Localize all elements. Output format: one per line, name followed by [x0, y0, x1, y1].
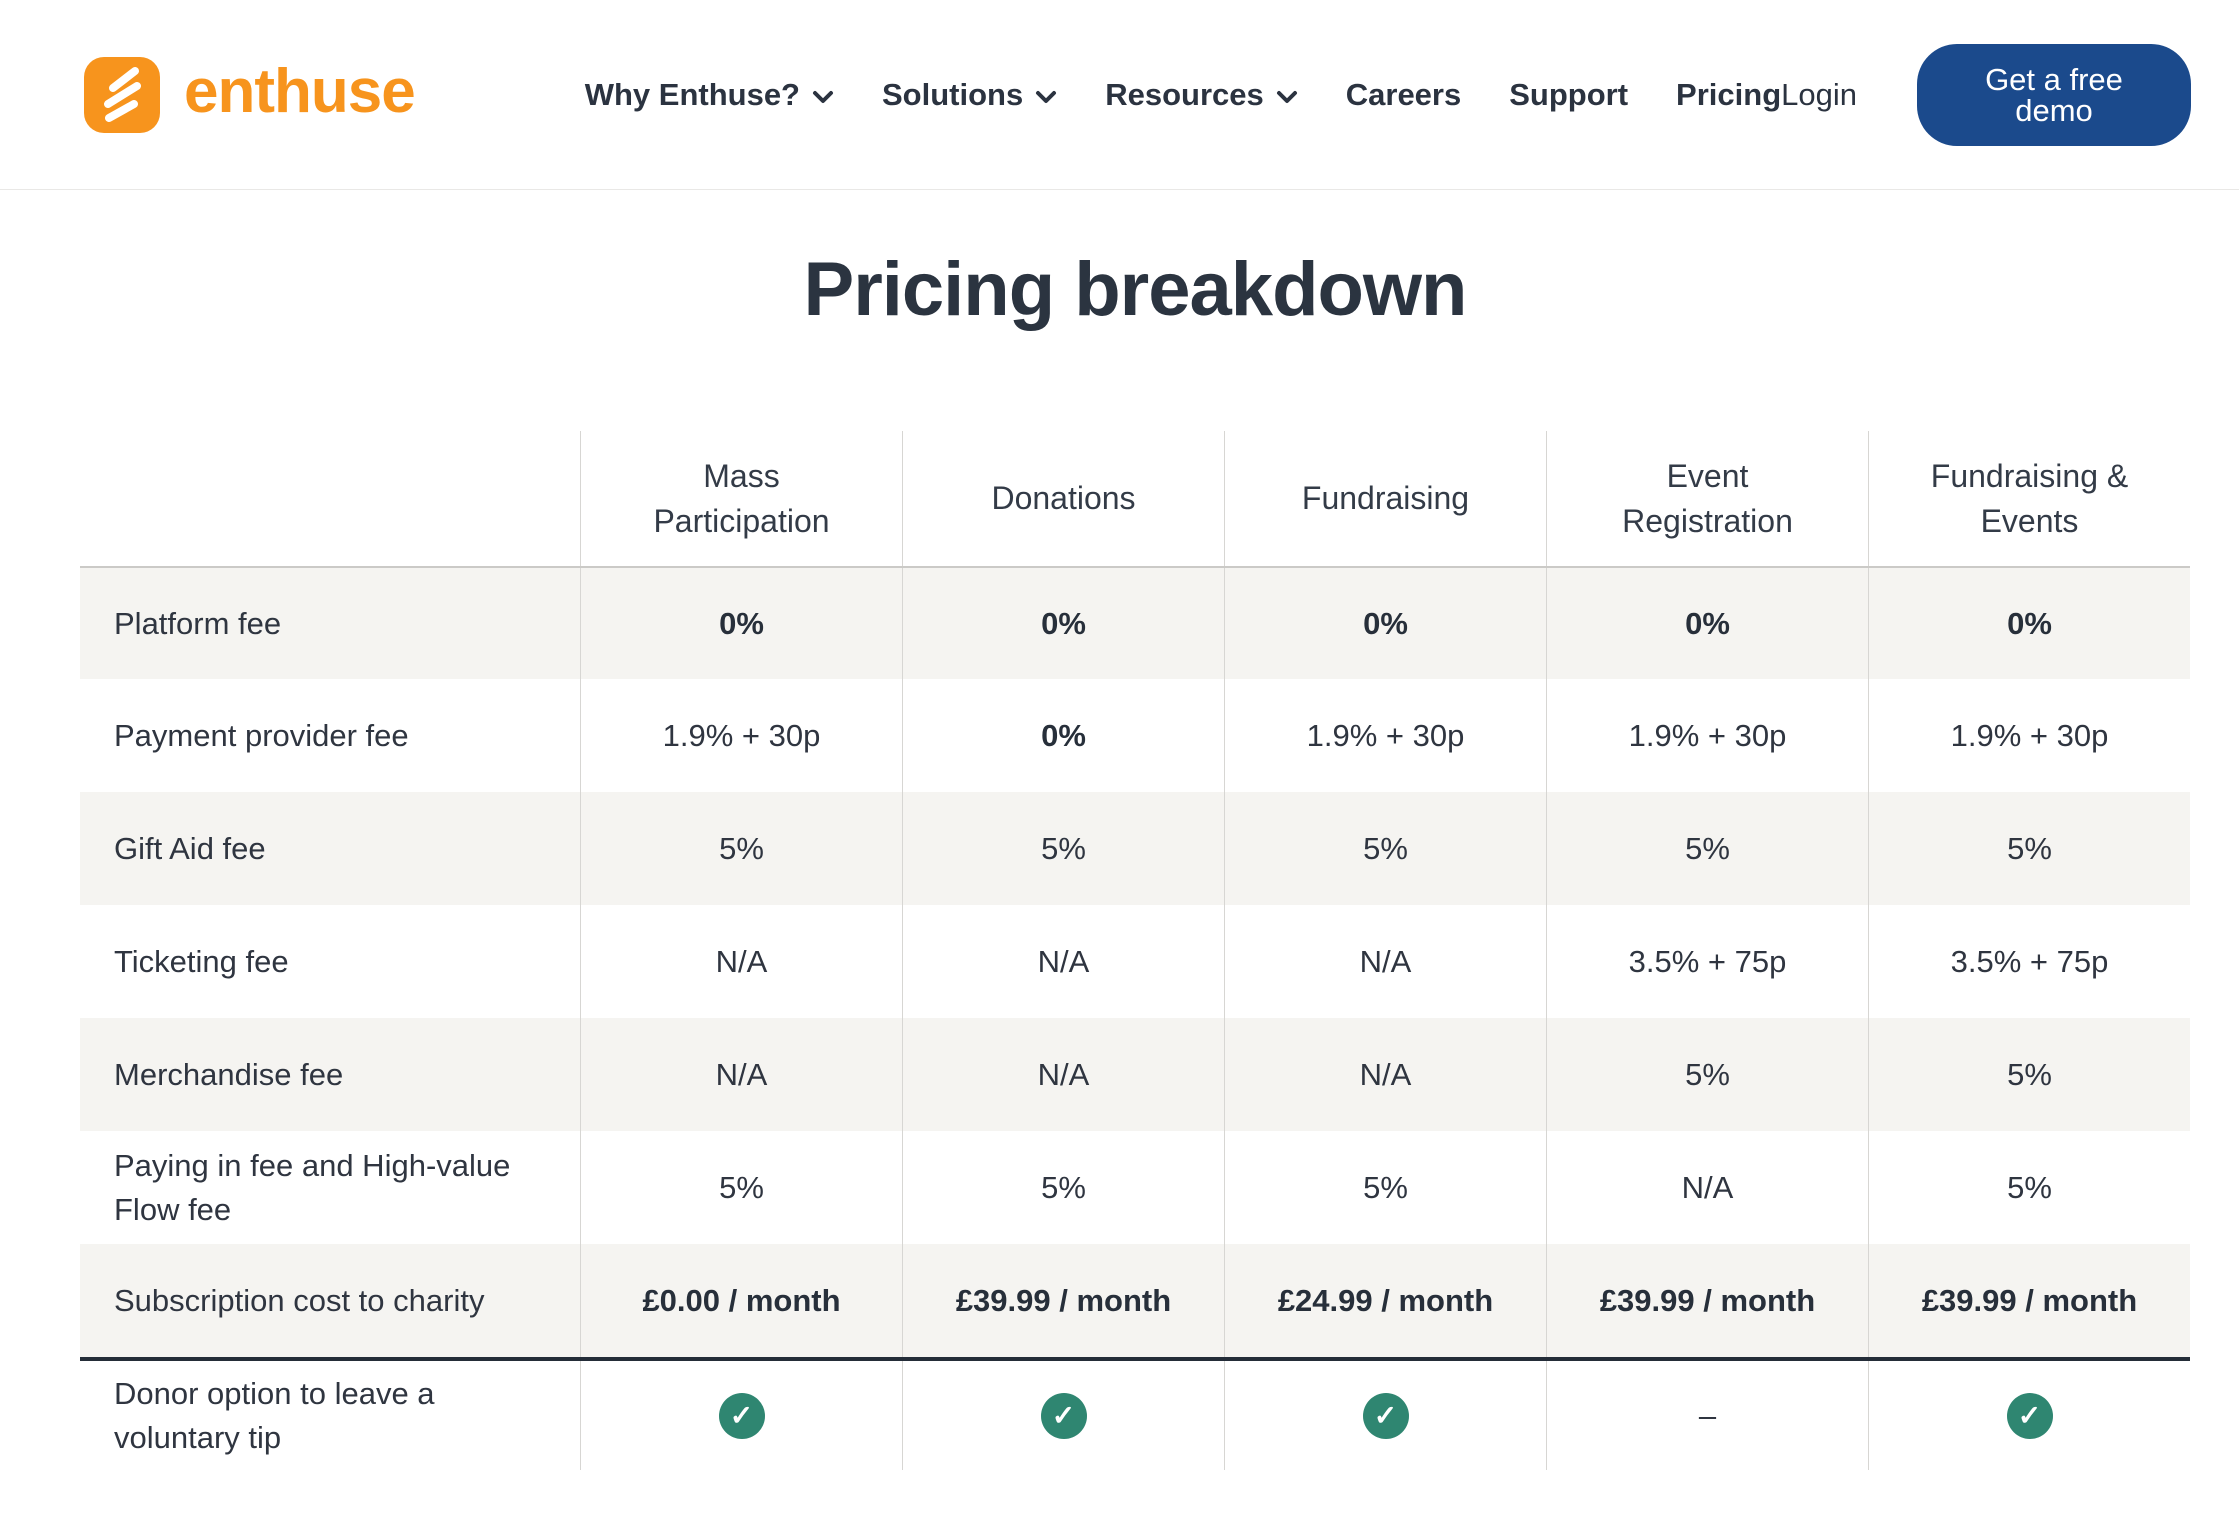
get-free-demo-button[interactable]: Get a free demo — [1917, 43, 2191, 146]
table-cell: £39.99 / month — [1868, 1244, 2190, 1357]
table-cell: ✓ — [1868, 1361, 2190, 1470]
table-row-payment-provider-fee: Payment provider fee 1.9% + 30p 0% 1.9% … — [80, 679, 2190, 792]
table-row-voluntary-tip: Donor option to leave a voluntary tip ✓ … — [80, 1357, 2190, 1470]
chevron-down-icon — [813, 90, 833, 103]
table-cell: £39.99 / month — [1546, 1244, 1868, 1357]
table-cell: 3.5% + 75p — [1868, 905, 2190, 1018]
row-label: Merchandise fee — [80, 1018, 580, 1131]
column-header-donations: Donations — [902, 431, 1224, 566]
table-cell: 0% — [902, 568, 1224, 679]
table-cell: 0% — [902, 679, 1224, 792]
table-cell: – — [1546, 1361, 1868, 1470]
nav-item-why-enthuse[interactable]: Why Enthuse? — [585, 77, 834, 113]
check-icon: ✓ — [1362, 1392, 1409, 1439]
column-header-fundraising: Fundraising — [1224, 431, 1546, 566]
table-cell: 3.5% + 75p — [1546, 905, 1868, 1018]
row-label: Payment provider fee — [114, 717, 409, 753]
table-cell: 5% — [1868, 792, 2190, 905]
table-cell: £24.99 / month — [1224, 1244, 1546, 1357]
table-cell: 0% — [1868, 568, 2190, 679]
logo-wordmark: enthuse — [184, 56, 416, 126]
table-cell: 5% — [1224, 792, 1546, 905]
chevron-down-icon — [1276, 90, 1297, 103]
column-header-mass-participation: Mass Participation — [580, 431, 902, 566]
enthuse-logo-icon — [84, 56, 160, 133]
row-label: Paying in fee and High-value Flow fee — [114, 1148, 511, 1227]
table-cell: 5% — [1224, 1131, 1546, 1244]
table-header-row: Mass Participation Donations Fundraising… — [80, 431, 2190, 566]
table-cell: 5% — [1868, 1131, 2190, 1244]
table-cell: 1.9% + 30p — [1546, 679, 1868, 792]
table-cell: 5% — [1546, 1018, 1868, 1131]
table-cell: 5% — [902, 1131, 1224, 1244]
table-row-gift-aid-fee: Gift Aid fee 5% 5% 5% 5% 5% — [80, 792, 2190, 905]
table-cell: N/A — [580, 905, 902, 1018]
table-cell: N/A — [902, 1018, 1224, 1131]
table-cell: 0% — [1224, 568, 1546, 679]
header-actions: Login Get a free demo — [1781, 43, 2191, 146]
main-nav: Why Enthuse? Solutions Resources Careers… — [585, 77, 1781, 113]
table-cell: ✓ — [580, 1361, 902, 1470]
row-label: Platform fee — [80, 568, 580, 679]
table-cell: 0% — [1546, 568, 1868, 679]
nav-item-careers[interactable]: Careers — [1345, 76, 1462, 112]
site-header: enthuse Why Enthuse? Solutions Resources… — [0, 0, 2239, 190]
table-row-ticketing-fee: Ticketing fee N/A N/A N/A 3.5% + 75p 3.5… — [80, 905, 2190, 1018]
table-cell: 5% — [580, 792, 902, 905]
column-header-event-registration: Event Registration — [1546, 431, 1868, 566]
nav-item-solutions[interactable]: Solutions — [882, 77, 1057, 113]
row-label: Donor option to leave a voluntary tip — [114, 1376, 435, 1455]
table-row-paying-in-fee: Paying in fee and High-value Flow fee 5%… — [80, 1131, 2190, 1244]
table-cell: N/A — [580, 1018, 902, 1131]
table-cell: 0% — [580, 568, 902, 679]
nav-item-resources[interactable]: Resources — [1105, 77, 1298, 113]
table-cell: N/A — [1224, 905, 1546, 1018]
table-row-merchandise-fee: Merchandise fee N/A N/A N/A 5% 5% — [80, 1018, 2190, 1131]
row-label: Ticketing fee — [114, 943, 289, 979]
row-label: Gift Aid fee — [80, 792, 580, 905]
page-title: Pricing breakdown — [803, 247, 1468, 332]
table-cell: ✓ — [1224, 1361, 1546, 1470]
row-label: Subscription cost to charity — [80, 1244, 580, 1357]
table-cell: 5% — [902, 792, 1224, 905]
column-header-fundraising-events: Fundraising & Events — [1868, 431, 2190, 566]
table-cell: N/A — [1546, 1131, 1868, 1244]
table-cell: 1.9% + 30p — [580, 679, 902, 792]
table-row-subscription-cost: Subscription cost to charity £0.00 / mon… — [80, 1244, 2190, 1357]
chevron-down-icon — [1036, 90, 1057, 103]
login-link[interactable]: Login — [1781, 76, 1857, 112]
table-cell: ✓ — [902, 1361, 1224, 1470]
table-cell: 1.9% + 30p — [1224, 679, 1546, 792]
table-cell: £0.00 / month — [580, 1244, 902, 1357]
table-cell: 5% — [580, 1131, 902, 1244]
table-cell: N/A — [902, 905, 1224, 1018]
check-icon: ✓ — [1040, 1392, 1087, 1439]
enthuse-logo[interactable]: enthuse — [84, 56, 416, 133]
table-cell: 5% — [1546, 792, 1868, 905]
check-icon: ✓ — [2006, 1392, 2053, 1439]
pricing-table: Mass Participation Donations Fundraising… — [80, 431, 2190, 1470]
table-corner-cell — [80, 431, 580, 566]
check-icon: ✓ — [718, 1392, 765, 1439]
table-cell: £39.99 / month — [902, 1244, 1224, 1357]
dash-icon: – — [1698, 1397, 1717, 1433]
nav-item-pricing[interactable]: Pricing — [1676, 76, 1782, 112]
nav-item-support[interactable]: Support — [1509, 76, 1629, 112]
table-cell: N/A — [1224, 1018, 1546, 1131]
table-cell: 5% — [1868, 1018, 2190, 1131]
table-cell: 1.9% + 30p — [1868, 679, 2190, 792]
table-row-platform-fee: Platform fee 0% 0% 0% 0% 0% — [80, 566, 2190, 679]
